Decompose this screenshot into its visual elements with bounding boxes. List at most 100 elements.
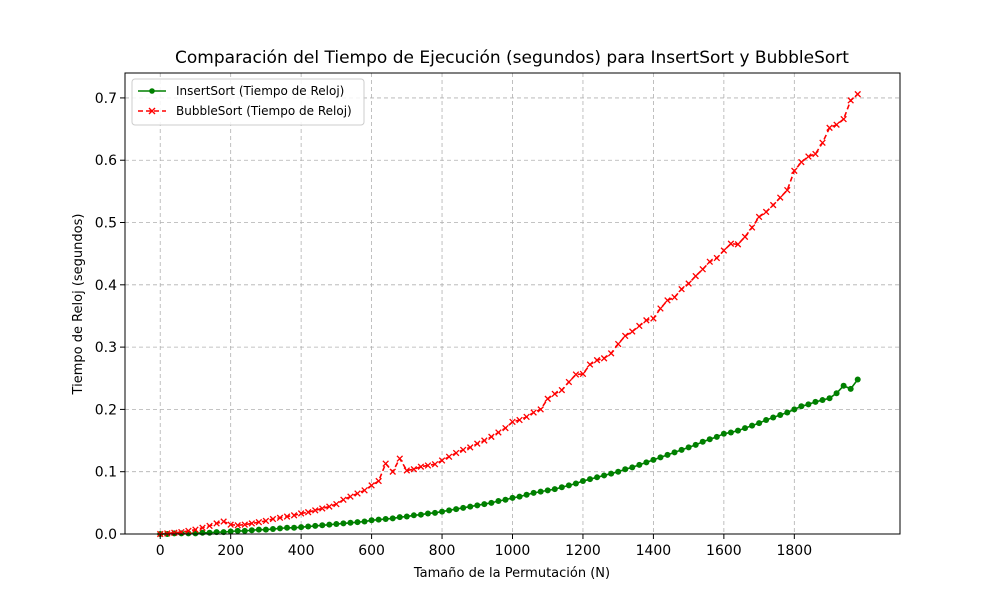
data-point-bubblesort: [734, 241, 742, 248]
data-point-bubblesort: [812, 150, 819, 158]
data-point-bubblesort: [657, 305, 664, 312]
data-point-bubblesort: [262, 517, 270, 525]
data-point-bubblesort: [685, 280, 692, 287]
data-point-insertsort: [248, 527, 255, 534]
data-point-bubblesort: [544, 395, 551, 403]
data-point-bubblesort: [671, 294, 678, 301]
data-point-bubblesort: [565, 378, 573, 386]
data-point-insertsort: [819, 397, 826, 404]
data-point-insertsort: [833, 390, 840, 397]
data-point-insertsort: [277, 525, 283, 532]
data-point-bubblesort: [840, 115, 847, 123]
data-point-bubblesort: [643, 317, 650, 324]
data-point-bubblesort: [847, 97, 854, 104]
y-tick-label: 0.4: [95, 278, 117, 294]
data-point-bubblesort: [776, 194, 784, 201]
data-point-insertsort: [241, 527, 248, 534]
data-point-insertsort: [403, 513, 410, 520]
data-point-insertsort: [608, 470, 615, 477]
data-point-insertsort: [234, 527, 241, 534]
data-point-bubblesort: [614, 340, 622, 348]
data-point-bubblesort: [741, 233, 749, 241]
data-point-insertsort: [284, 524, 291, 531]
data-point-insertsort: [551, 486, 558, 493]
data-point-bubblesort: [227, 521, 234, 528]
data-point-insertsort: [460, 504, 467, 511]
data-point-bubblesort: [459, 446, 467, 454]
data-point-insertsort: [368, 517, 375, 524]
data-point-bubblesort: [621, 332, 629, 340]
data-point-insertsort: [791, 406, 798, 413]
data-point-bubblesort: [304, 508, 312, 516]
data-point-bubblesort: [185, 527, 192, 535]
data-point-bubblesort: [854, 90, 861, 98]
data-point-bubblesort: [466, 444, 474, 451]
data-point-insertsort: [474, 502, 481, 509]
data-point-bubblesort: [199, 524, 206, 532]
data-point-insertsort: [763, 416, 770, 423]
data-point-bubblesort: [791, 167, 798, 175]
data-point-bubblesort: [234, 522, 241, 529]
data-point-insertsort: [847, 385, 854, 392]
legend-label-bubblesort: BubbleSort (Tiempo de Reloj): [176, 104, 352, 118]
data-point-insertsort: [319, 522, 326, 529]
data-point-bubblesort: [438, 457, 446, 464]
data-point-bubblesort: [755, 213, 763, 221]
data-point-bubblesort: [290, 512, 298, 519]
data-point-insertsort: [516, 493, 523, 500]
data-point-insertsort: [509, 494, 516, 501]
data-point-bubblesort: [650, 315, 657, 322]
data-point-bubblesort: [593, 356, 601, 364]
data-point-insertsort: [671, 449, 678, 456]
data-point-insertsort: [615, 468, 622, 475]
data-point-bubblesort: [551, 390, 559, 398]
data-point-bubblesort: [431, 460, 439, 468]
data-point-bubblesort: [220, 518, 227, 525]
data-point-bubblesort: [762, 208, 770, 216]
data-point-insertsort: [692, 441, 699, 448]
data-point-insertsort: [354, 519, 361, 526]
data-point-bubblesort: [516, 416, 523, 424]
data-point-insertsort: [326, 521, 333, 528]
data-point-insertsort: [347, 519, 354, 526]
data-point-insertsort: [812, 398, 819, 405]
x-axis-label: Tamaño de la Permutación (N): [413, 566, 610, 581]
data-point-bubblesort: [481, 437, 488, 444]
data-point-insertsort: [495, 497, 502, 504]
y-axis-label: Tiempo de Reloj (segundos): [71, 214, 86, 396]
data-point-insertsort: [565, 482, 572, 489]
x-tick-label: 1400: [636, 543, 672, 559]
data-point-bubblesort: [319, 505, 326, 512]
data-point-insertsort: [650, 456, 657, 463]
data-point-insertsort: [262, 526, 269, 533]
data-point-bubblesort: [509, 418, 516, 426]
x-tick-label: 1800: [776, 543, 812, 559]
data-point-insertsort: [410, 512, 417, 519]
data-point-bubblesort: [495, 429, 502, 436]
data-point-insertsort: [629, 464, 636, 471]
data-point-insertsort: [432, 509, 438, 516]
data-point-bubblesort: [354, 490, 361, 497]
legend-marker-bubblesort: [148, 107, 156, 115]
data-point-bubblesort: [410, 465, 418, 473]
data-point-bubblesort: [382, 460, 389, 467]
data-point-bubblesort: [403, 467, 411, 474]
data-point-bubblesort: [629, 328, 636, 335]
data-point-insertsort: [601, 472, 608, 479]
data-point-bubblesort: [255, 518, 263, 526]
data-point-bubblesort: [664, 297, 671, 304]
data-point-insertsort: [424, 510, 431, 517]
data-point-insertsort: [439, 508, 446, 515]
data-point-insertsort: [636, 461, 643, 468]
data-point-insertsort: [255, 526, 262, 533]
data-point-bubblesort: [396, 455, 404, 462]
data-point-bubblesort: [523, 413, 530, 421]
data-point-bubblesort: [276, 514, 284, 522]
y-tick-label: 0.2: [95, 402, 117, 418]
data-point-insertsort: [227, 528, 234, 535]
data-point-insertsort: [706, 436, 713, 443]
data-point-insertsort: [417, 511, 424, 518]
data-point-bubblesort: [269, 515, 277, 523]
data-point-bubblesort: [607, 350, 615, 357]
data-point-insertsort: [699, 438, 706, 445]
